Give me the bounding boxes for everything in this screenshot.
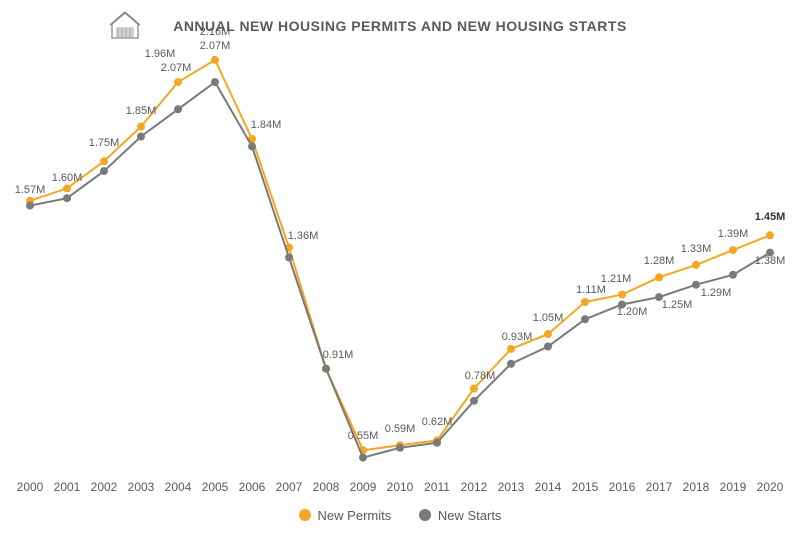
housing-chart: ANNUAL NEW HOUSING PERMITS AND NEW HOUSI… xyxy=(0,0,800,534)
xaxis-label: 2017 xyxy=(646,480,673,494)
series-marker xyxy=(211,56,219,64)
xaxis-label: 2012 xyxy=(461,480,488,494)
legend: New Permits New Starts xyxy=(0,508,800,525)
xaxis-label: 2007 xyxy=(276,480,303,494)
series-marker xyxy=(729,246,737,254)
data-label: 1.25M xyxy=(662,299,693,311)
data-label: 1.11M xyxy=(576,284,606,296)
xaxis-label: 2015 xyxy=(572,480,599,494)
data-label: 1.57M xyxy=(15,184,46,196)
data-label: 1.84M xyxy=(251,119,282,131)
data-label: 1.36M xyxy=(288,230,319,242)
data-label: 0.93M xyxy=(502,331,533,343)
xaxis-label: 2016 xyxy=(609,480,636,494)
data-label: 2.07M xyxy=(161,62,192,74)
series-marker xyxy=(396,444,404,452)
xaxis-label: 2018 xyxy=(683,480,710,494)
xaxis-label: 2008 xyxy=(313,480,340,494)
data-label: 1.33M xyxy=(681,243,712,255)
legend-label-starts: New Starts xyxy=(438,508,502,523)
data-label: 0.78M xyxy=(465,370,496,382)
data-label: 1.39M xyxy=(718,228,749,240)
series-marker xyxy=(26,202,34,210)
series-marker xyxy=(63,194,71,202)
series-marker xyxy=(507,345,515,353)
series-marker xyxy=(581,298,589,306)
series-marker xyxy=(174,78,182,86)
series-marker xyxy=(729,271,737,279)
series-marker xyxy=(322,365,330,373)
legend-item-starts: New Starts xyxy=(419,508,502,523)
legend-item-permits: New Permits xyxy=(299,508,392,523)
legend-dot-starts xyxy=(419,509,431,521)
xaxis-label: 2006 xyxy=(239,480,266,494)
data-label: 1.21M xyxy=(601,273,632,285)
data-label: 0.59M xyxy=(385,423,416,435)
data-label: 1.96M xyxy=(145,48,176,60)
xaxis-label: 2000 xyxy=(17,480,44,494)
legend-label-permits: New Permits xyxy=(318,508,392,523)
series-marker xyxy=(137,123,145,131)
legend-dot-permits xyxy=(299,509,311,521)
series-marker xyxy=(655,273,663,281)
series-marker xyxy=(359,454,367,462)
data-label: 1.85M xyxy=(126,105,157,117)
series-marker xyxy=(766,231,774,239)
series-marker xyxy=(470,385,478,393)
data-label: 2.07M xyxy=(200,40,231,52)
series-marker xyxy=(470,397,478,405)
xaxis-label: 2011 xyxy=(424,480,450,494)
data-label: 1.28M xyxy=(644,255,675,267)
xaxis-label: 2005 xyxy=(202,480,229,494)
data-label: 1.38M xyxy=(755,255,786,267)
series-marker xyxy=(433,439,441,447)
series-marker xyxy=(100,167,108,175)
xaxis-label: 2003 xyxy=(128,480,155,494)
series-marker xyxy=(692,281,700,289)
xaxis-label: 2020 xyxy=(757,480,784,494)
xaxis-label: 2009 xyxy=(350,480,377,494)
data-label: 1.20M xyxy=(617,306,648,318)
series-marker xyxy=(618,291,626,299)
series-marker xyxy=(211,78,219,86)
series-marker xyxy=(100,157,108,165)
xaxis-label: 2019 xyxy=(720,480,747,494)
series-marker xyxy=(507,360,515,368)
xaxis-label: 2004 xyxy=(165,480,192,494)
series-marker xyxy=(137,133,145,141)
data-label: 0.91M xyxy=(323,349,354,361)
series-marker xyxy=(248,142,256,150)
plot-svg xyxy=(0,0,800,534)
data-label: 0.55M xyxy=(348,430,379,442)
data-label: 0.62M xyxy=(422,416,453,428)
data-label: 1.75M xyxy=(89,137,120,149)
data-label: 1.45M xyxy=(755,211,786,223)
xaxis-label: 2002 xyxy=(91,480,118,494)
data-label: 1.05M xyxy=(533,312,564,324)
series-marker xyxy=(544,330,552,338)
series-marker xyxy=(285,254,293,262)
series-marker xyxy=(581,315,589,323)
series-marker xyxy=(544,343,552,351)
series-marker xyxy=(174,105,182,113)
xaxis-label: 2014 xyxy=(535,480,562,494)
series-marker xyxy=(63,184,71,192)
data-label: 1.29M xyxy=(701,287,732,299)
xaxis-label: 2001 xyxy=(54,480,81,494)
data-label: 2.16M xyxy=(200,26,231,38)
xaxis-label: 2013 xyxy=(498,480,525,494)
xaxis-label: 2010 xyxy=(387,480,414,494)
series-marker xyxy=(692,261,700,269)
data-label: 1.60M xyxy=(52,172,83,184)
